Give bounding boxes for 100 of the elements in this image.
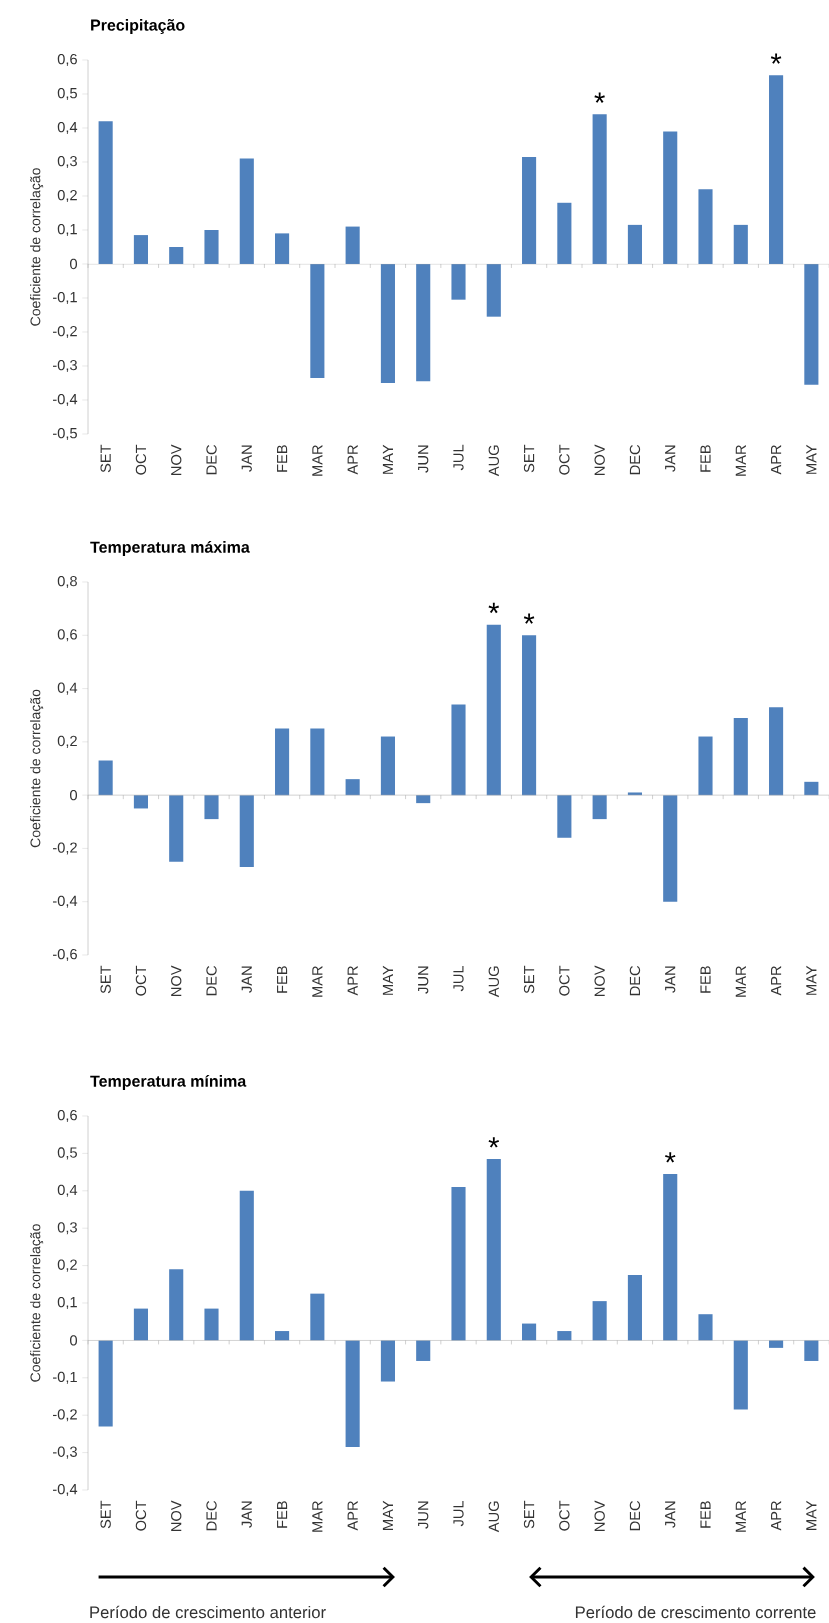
data-label: * [488, 602, 500, 614]
data-label: * [770, 53, 782, 64]
bar [522, 1323, 537, 1341]
x-tick-label: OCT [559, 965, 570, 996]
chart-title: Temperatura mínima [90, 1074, 247, 1090]
y-tick-label: -0,2 [52, 325, 77, 339]
bar [698, 736, 713, 796]
bar [380, 263, 395, 383]
data-label: * [523, 613, 535, 624]
y-tick-label: 0,4 [57, 1184, 78, 1197]
bar [733, 224, 748, 264]
bar [698, 1314, 713, 1341]
x-tick-label: NOV [594, 965, 605, 996]
y-tick-label: 0,3 [57, 1222, 77, 1235]
bar [769, 75, 784, 264]
bar [98, 760, 113, 796]
y-tick-label: -0,4 [52, 1483, 78, 1497]
bar [769, 707, 784, 796]
bar [169, 1269, 184, 1341]
y-tick-label: 0,4 [57, 121, 78, 135]
bar [663, 1173, 678, 1341]
x-tick-label: JAN [241, 1501, 252, 1528]
bar [239, 795, 254, 868]
x-tick-label: FEB [277, 445, 288, 472]
bar [204, 229, 219, 264]
bar [133, 1308, 148, 1341]
y-tick-label: 0,3 [57, 155, 77, 169]
bar [380, 1340, 395, 1382]
bar [522, 635, 537, 796]
y-tick-label: -0,2 [52, 1409, 77, 1422]
bar [592, 1301, 607, 1341]
bar [204, 1308, 219, 1341]
x-tick-label: APR [771, 445, 782, 475]
y-tick-label: -0,1 [52, 291, 77, 305]
bar [663, 795, 678, 902]
x-tick-label: OCT [135, 444, 147, 475]
bar [557, 1331, 572, 1341]
y-tick-label: 0,6 [57, 1109, 77, 1123]
text: Período de crescimento anterior [90, 1605, 326, 1619]
x-tick-label: NOV [171, 965, 182, 996]
y-tick-label: -0,4 [52, 393, 78, 407]
bar [98, 1340, 113, 1427]
bar [522, 156, 537, 264]
x-tick-label: NOV [594, 444, 605, 475]
y-tick-label: -0,4 [52, 895, 78, 908]
x-tick-label: AUG [488, 966, 499, 998]
x-tick-label: JUN [418, 1501, 429, 1529]
x-tick-label: SET [100, 965, 111, 994]
x-tick-label: MAR [312, 1501, 323, 1532]
x-tick-label: JAN [665, 445, 676, 472]
x-tick-label: OCT [559, 444, 570, 475]
x-tick-label: JUN [418, 445, 429, 473]
bar [98, 121, 113, 264]
bar [169, 246, 184, 264]
bar [486, 263, 501, 317]
y-tick-label: -0,6 [52, 948, 77, 962]
x-tick-label: AUG [488, 1501, 499, 1533]
y-tick-label: 0,5 [57, 87, 77, 101]
bar [275, 1331, 290, 1341]
x-tick-label: DEC [206, 1500, 217, 1531]
x-tick-label: FEB [277, 966, 288, 993]
x-tick-label: NOV [171, 1500, 182, 1531]
bar [663, 131, 678, 264]
bar [345, 1340, 360, 1447]
y-tick-label: 0,4 [57, 682, 78, 695]
y-tick-label: 0,8 [57, 575, 77, 589]
bar [557, 795, 572, 838]
x-tick-label: FEB [277, 1501, 288, 1528]
x-tick-label: DEC [629, 965, 641, 996]
bar [204, 795, 219, 820]
data-label: * [488, 1137, 500, 1148]
x-tick-label: MAR [312, 966, 323, 997]
x-tick-label: MAY [806, 1500, 817, 1530]
y-axis-title: Coeficiente de correlação [30, 1224, 44, 1382]
y-tick-label: 0 [70, 1335, 78, 1346]
x-tick-label: MAR [312, 445, 323, 476]
bar [275, 233, 290, 264]
x-tick-label: JUN [418, 966, 429, 994]
bar [451, 1187, 466, 1341]
x-tick-label: FEB [700, 1501, 711, 1528]
x-tick-label: JAN [241, 445, 252, 472]
bar [169, 795, 184, 862]
bar [486, 624, 501, 796]
bar [733, 1340, 748, 1410]
data-label: * [594, 92, 605, 103]
y-tick-label: -0,3 [52, 359, 77, 373]
bar [592, 114, 607, 264]
y-tick-label: -0,3 [52, 1446, 77, 1459]
x-tick-label: JAN [241, 966, 252, 993]
x-tick-label: APR [771, 966, 782, 996]
y-tick-label: 0,6 [57, 629, 77, 642]
x-tick-label: DEC [629, 444, 641, 475]
x-tick-label: DEC [206, 965, 217, 996]
x-tick-label: JAN [665, 1501, 676, 1528]
x-tick-label: SET [100, 1500, 111, 1529]
text: Período de crescimento corrente [575, 1605, 816, 1619]
x-tick-label: JUL [453, 1500, 464, 1527]
bar [698, 189, 713, 264]
x-tick-label: DEC [629, 1500, 641, 1531]
bar [592, 795, 607, 820]
